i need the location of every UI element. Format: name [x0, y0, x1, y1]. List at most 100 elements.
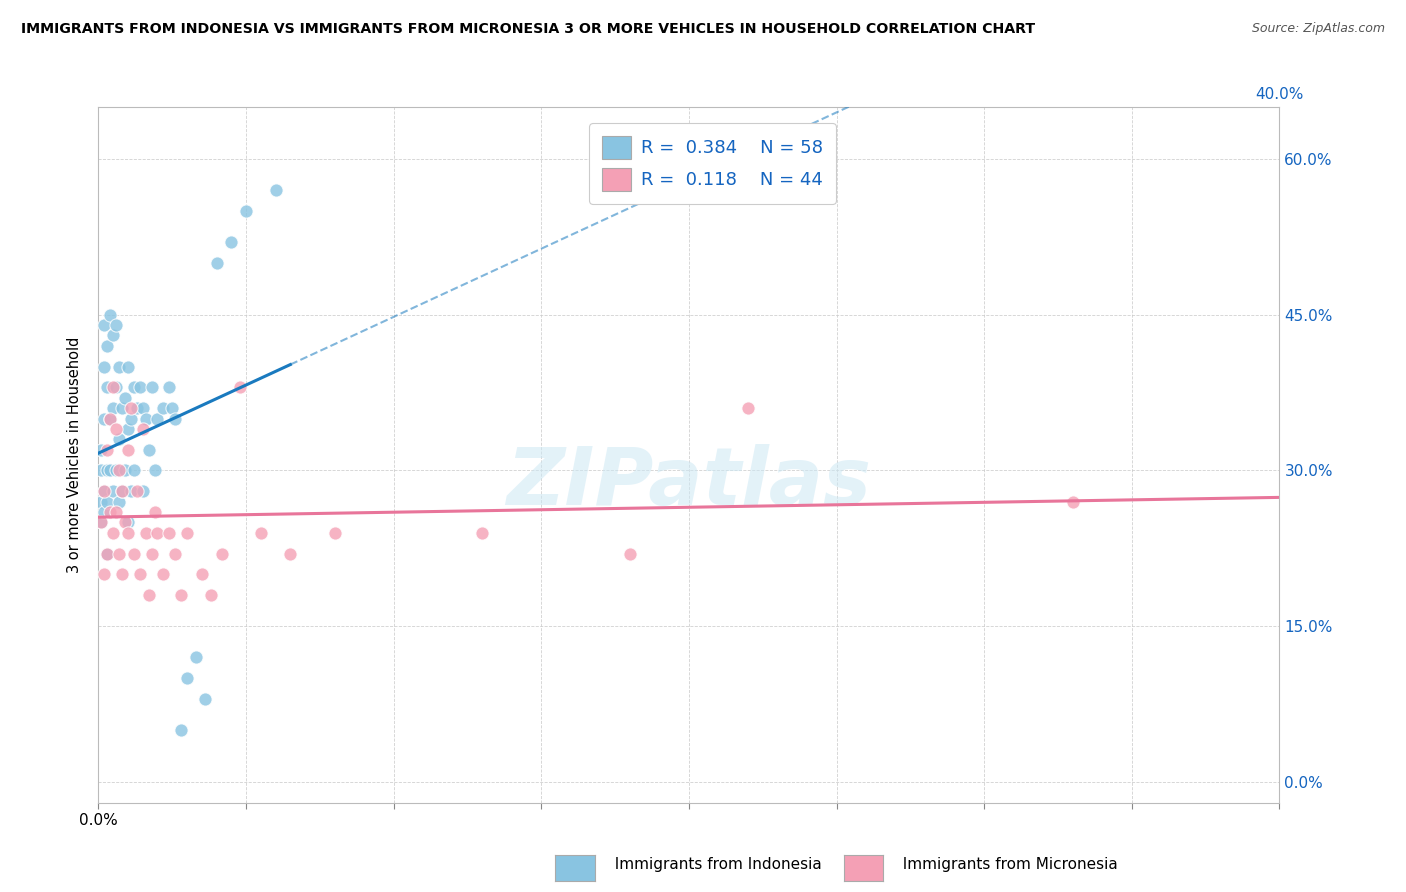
Point [96, 442, 118, 457]
Point [157, 380, 180, 394]
Point [122, 547, 145, 561]
Text: ZIPatlas: ZIPatlas [506, 443, 872, 522]
Point [111, 401, 134, 416]
Point [117, 525, 139, 540]
Point [146, 525, 169, 540]
Point [117, 359, 139, 374]
Text: Immigrants from Indonesia: Immigrants from Indonesia [605, 857, 821, 872]
Text: IMMIGRANTS FROM INDONESIA VS IMMIGRANTS FROM MICRONESIA 3 OR MORE VEHICLES IN HO: IMMIGRANTS FROM INDONESIA VS IMMIGRANTS … [21, 22, 1035, 37]
Point [200, 588, 222, 602]
Point [135, 411, 157, 425]
Point [132, 401, 155, 416]
Point [108, 494, 131, 508]
Point [471, 525, 494, 540]
Point [93, 484, 115, 499]
Point [93, 359, 115, 374]
Point [162, 401, 183, 416]
Point [132, 422, 155, 436]
Point [98, 308, 121, 322]
Point [219, 235, 242, 249]
Point [117, 516, 139, 530]
Legend: R =  0.384    N = 58, R =  0.118    N = 44: R = 0.384 N = 58, R = 0.118 N = 44 [589, 123, 837, 203]
Point [143, 505, 166, 519]
Point [157, 525, 180, 540]
Text: Source: ZipAtlas.com: Source: ZipAtlas.com [1251, 22, 1385, 36]
Point [96, 547, 118, 561]
Point [111, 484, 134, 499]
Point [93, 411, 115, 425]
Point [235, 203, 257, 218]
Point [105, 505, 128, 519]
Point [170, 723, 193, 738]
Point [105, 422, 128, 436]
Point [141, 380, 163, 394]
Point [619, 547, 641, 561]
Point [93, 505, 115, 519]
Point [98, 411, 121, 425]
Point [135, 525, 157, 540]
Point [111, 567, 134, 582]
Point [170, 588, 193, 602]
Point [96, 463, 118, 477]
Point [191, 567, 214, 582]
Point [103, 328, 125, 343]
Point [152, 401, 174, 416]
Point [96, 380, 118, 394]
Point [90, 516, 112, 530]
Point [108, 433, 131, 447]
Point [93, 484, 115, 499]
Point [96, 547, 118, 561]
Point [138, 588, 160, 602]
Point [194, 692, 217, 706]
Point [250, 525, 273, 540]
Point [120, 401, 142, 416]
Point [108, 359, 131, 374]
Point [103, 525, 125, 540]
Point [264, 183, 287, 197]
Point [141, 547, 163, 561]
Point [103, 380, 125, 394]
Point [138, 442, 160, 457]
Point [90, 494, 112, 508]
Point [146, 411, 169, 425]
Point [120, 411, 142, 425]
Point [98, 411, 121, 425]
Point [105, 380, 128, 394]
Text: Immigrants from Micronesia: Immigrants from Micronesia [893, 857, 1118, 872]
Point [125, 484, 148, 499]
Point [143, 463, 166, 477]
Point [176, 671, 198, 685]
Point [184, 650, 207, 665]
Point [737, 401, 759, 416]
Point [323, 525, 346, 540]
Point [128, 380, 150, 394]
Point [90, 442, 112, 457]
Point [132, 484, 155, 499]
Point [205, 256, 228, 270]
Point [114, 516, 136, 530]
Point [122, 463, 145, 477]
Point [176, 525, 198, 540]
Point [90, 516, 112, 530]
Point [1062, 494, 1084, 508]
Point [98, 505, 121, 519]
Point [125, 401, 148, 416]
Point [96, 494, 118, 508]
Point [105, 463, 128, 477]
Point [117, 442, 139, 457]
Point [90, 463, 112, 477]
Point [122, 380, 145, 394]
Point [96, 339, 118, 353]
Point [165, 547, 187, 561]
Point [93, 318, 115, 332]
Point [105, 318, 128, 332]
Point [128, 567, 150, 582]
Point [111, 484, 134, 499]
Point [93, 567, 115, 582]
Point [117, 422, 139, 436]
Point [108, 547, 131, 561]
Point [98, 463, 121, 477]
Point [229, 380, 252, 394]
Point [152, 567, 174, 582]
Point [108, 463, 131, 477]
